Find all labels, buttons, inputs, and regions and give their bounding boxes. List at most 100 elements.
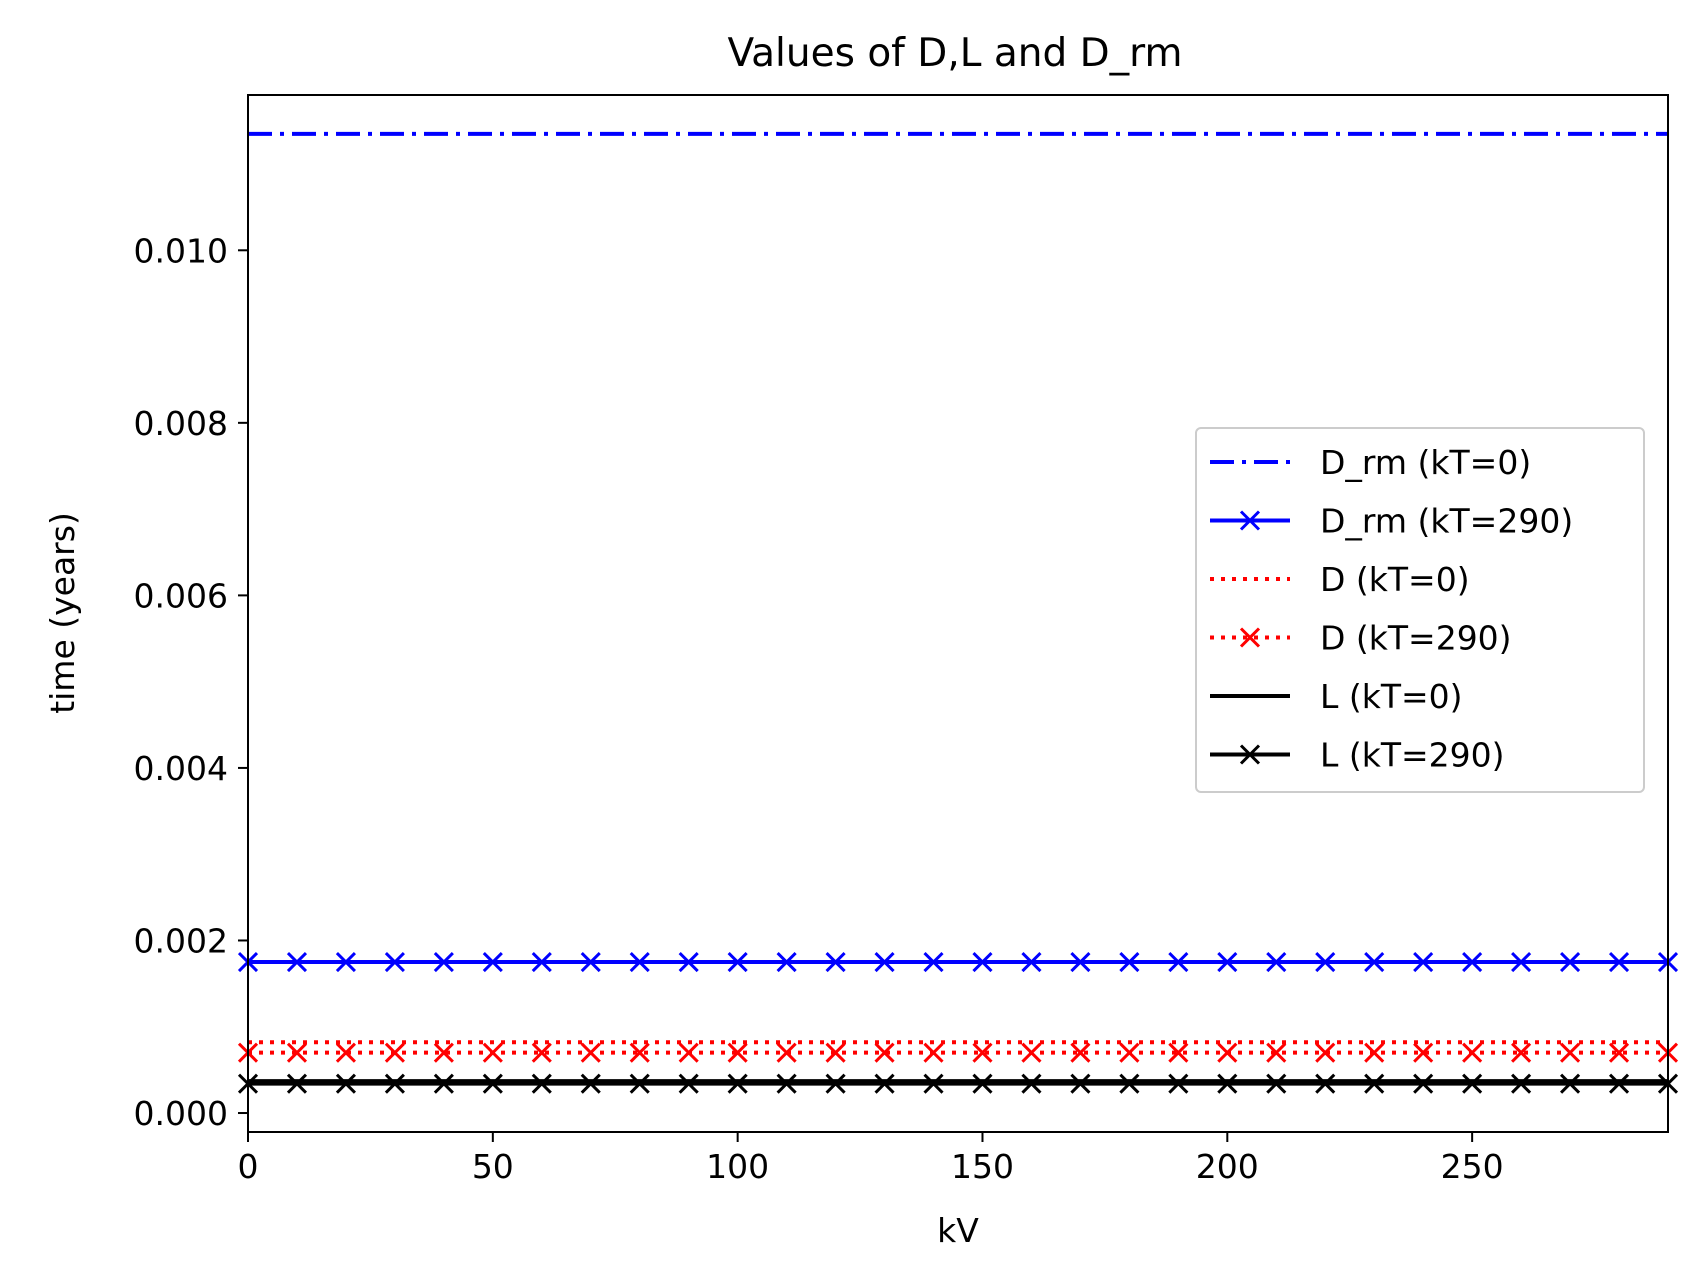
chart-title: Values of D,L and D_rm (728, 31, 1183, 76)
data-point-marker (629, 1073, 650, 1094)
legend-item: L (kT=0) (1210, 677, 1463, 716)
data-point-marker (1462, 1042, 1483, 1063)
data-point-marker (874, 951, 895, 973)
data-point-marker (1266, 1042, 1287, 1063)
data-point-marker (580, 1042, 601, 1063)
x-tick-label: 100 (706, 1147, 769, 1186)
x-axis-label: kV (937, 1211, 979, 1250)
x-tick-label: 250 (1441, 1147, 1504, 1186)
legend-marker (1239, 627, 1261, 648)
data-point-marker (825, 951, 846, 973)
data-point-marker (1119, 1073, 1140, 1094)
data-point-marker (874, 1073, 895, 1094)
y-axis-label: time (years) (43, 512, 82, 714)
data-point-marker (1266, 951, 1287, 973)
data-point-marker (482, 1073, 503, 1094)
data-point-marker (1413, 951, 1434, 973)
data-point-marker (678, 1073, 699, 1094)
data-point-marker (482, 951, 503, 973)
legend-label: D_rm (kT=0) (1320, 443, 1531, 482)
y-tick-label: 0.002 (134, 921, 228, 960)
y-axis: 0.000 0.002 0.004 0.006 0.008 0.010 (134, 231, 248, 1133)
data-point-marker (335, 1042, 356, 1063)
data-point-marker (433, 1042, 454, 1063)
data-point-marker (678, 951, 699, 973)
data-point-marker (1021, 951, 1042, 973)
data-point-marker (531, 1042, 552, 1063)
data-point-marker (1021, 1073, 1042, 1094)
data-point-marker (923, 951, 944, 973)
data-point-marker (1266, 1073, 1287, 1094)
data-point-marker (1511, 1042, 1532, 1063)
x-tick-label: 200 (1196, 1147, 1259, 1186)
legend: D_rm (kT=0) D_rm (kT=290) D (kT=0) D (kT=29… (1195, 427, 1645, 793)
data-point-marker (727, 951, 748, 973)
data-point-marker (1119, 951, 1140, 973)
data-point-marker (1608, 1073, 1630, 1094)
data-point-marker (335, 951, 356, 973)
data-point-marker (580, 1073, 601, 1094)
data-point-marker (1511, 951, 1532, 973)
data-point-marker (1413, 1042, 1434, 1063)
data-point-marker (972, 951, 993, 973)
data-point-marker (1217, 951, 1238, 973)
data-point-marker (1608, 1042, 1630, 1063)
data-point-marker (727, 1073, 748, 1094)
data-point-marker (1070, 1042, 1091, 1063)
y-tick-label: 0.008 (134, 404, 228, 443)
x-tick-label: 150 (951, 1147, 1014, 1186)
data-point-marker (1315, 951, 1336, 973)
data-point-marker (1364, 951, 1385, 973)
legend-label: D (kT=290) (1320, 619, 1512, 658)
data-point-marker (1413, 1073, 1434, 1094)
data-point-marker (629, 1042, 650, 1063)
data-point-marker (531, 1073, 552, 1094)
data-point-marker (923, 1042, 944, 1063)
data-point-marker (335, 1073, 356, 1094)
data-point-marker (972, 1042, 993, 1063)
data-point-marker (1364, 1042, 1385, 1063)
data-point-marker (1119, 1042, 1140, 1063)
data-point-marker (629, 951, 650, 973)
data-point-marker (531, 951, 552, 973)
data-point-marker (825, 1073, 846, 1094)
data-point-marker (1021, 1042, 1042, 1063)
data-point-marker (286, 1042, 308, 1063)
series-2 (237, 951, 1679, 973)
legend-item: D_rm (kT=0) (1210, 443, 1531, 482)
data-point-marker (1217, 1073, 1238, 1094)
legend-item: D (kT=290) (1210, 619, 1512, 658)
data-point-marker (1462, 1073, 1483, 1094)
legend-label: L (kT=0) (1320, 677, 1463, 716)
plot-frame (247, 94, 1669, 1133)
data-point-marker (825, 1042, 846, 1063)
data-point-marker (1168, 1073, 1189, 1094)
x-tick-label: 50 (472, 1147, 514, 1186)
data-point-marker (1168, 1042, 1189, 1063)
data-point-marker (874, 1042, 895, 1063)
data-point-marker (727, 1042, 748, 1063)
data-point-marker (1217, 1042, 1238, 1063)
data-point-marker (384, 951, 405, 973)
data-point-marker (286, 951, 308, 973)
data-point-marker (1462, 951, 1483, 973)
data-point-marker (384, 1042, 405, 1063)
legend-item: L (kT=290) (1210, 736, 1505, 775)
legend-box (1195, 427, 1645, 793)
data-point-marker (776, 1042, 797, 1063)
data-point-marker (1560, 951, 1581, 973)
data-point-marker (384, 1073, 405, 1094)
series-6 (237, 1073, 1679, 1094)
data-point-marker (286, 1073, 308, 1094)
data-point-marker (1560, 1042, 1581, 1063)
y-tick-label: 0.004 (134, 749, 228, 788)
data-point-marker (1070, 951, 1091, 973)
data-point-marker (776, 951, 797, 973)
data-point-marker (972, 1073, 993, 1094)
data-point-marker (1315, 1073, 1336, 1094)
y-tick-label: 0.006 (134, 576, 228, 615)
data-point-marker (580, 951, 601, 973)
legend-label: L (kT=290) (1320, 736, 1505, 775)
y-tick-label: 0.000 (134, 1094, 228, 1133)
